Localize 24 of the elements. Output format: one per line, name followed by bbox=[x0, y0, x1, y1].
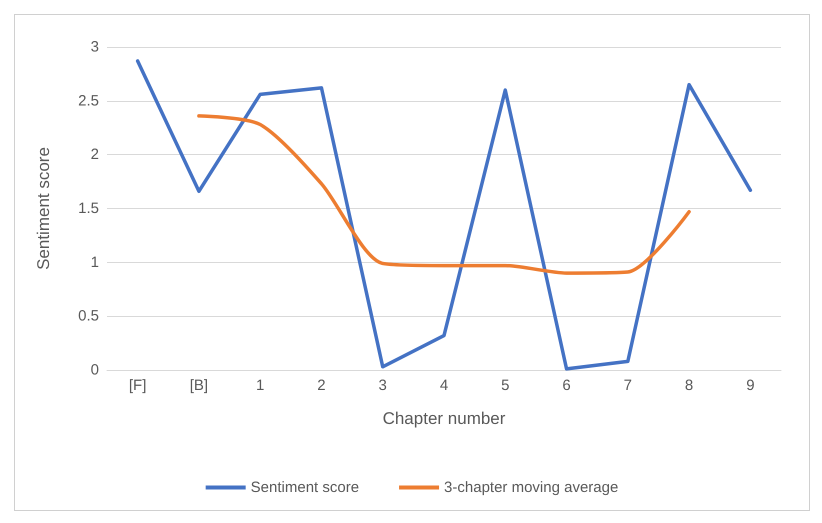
x-tick-label: 7 bbox=[624, 377, 632, 394]
x-tick-label: 4 bbox=[440, 377, 448, 394]
y-axis-title: Sentiment score bbox=[34, 147, 53, 270]
x-tick-label: [F] bbox=[128, 377, 146, 394]
y-tick-label: 2 bbox=[90, 146, 99, 164]
x-axis-title: Chapter number bbox=[382, 409, 506, 428]
x-tick-label: 5 bbox=[501, 377, 510, 394]
y-tick-label: 1 bbox=[90, 254, 99, 271]
line-series bbox=[136, 59, 752, 371]
y-tick-label: 0.5 bbox=[78, 308, 99, 325]
y-tick-label: 2.5 bbox=[78, 92, 99, 110]
x-tick-label: 2 bbox=[317, 377, 326, 394]
legend-label: 3-chapter moving average bbox=[444, 479, 618, 496]
x-tick-label: 8 bbox=[684, 377, 694, 394]
legend-label: Sentiment score bbox=[250, 479, 360, 496]
x-tick-label: [B] bbox=[190, 377, 208, 394]
y-tick-label: 0 bbox=[90, 362, 99, 378]
x-tick-label: 9 bbox=[746, 377, 755, 394]
y-tick-label: 1.5 bbox=[78, 200, 99, 217]
x-tick-label: 3 bbox=[378, 377, 387, 394]
x-tick-label: 1 bbox=[256, 377, 264, 394]
y-tick-label: 3 bbox=[90, 38, 99, 56]
line-series bbox=[197, 114, 691, 275]
x-tick-label: 6 bbox=[562, 377, 571, 394]
